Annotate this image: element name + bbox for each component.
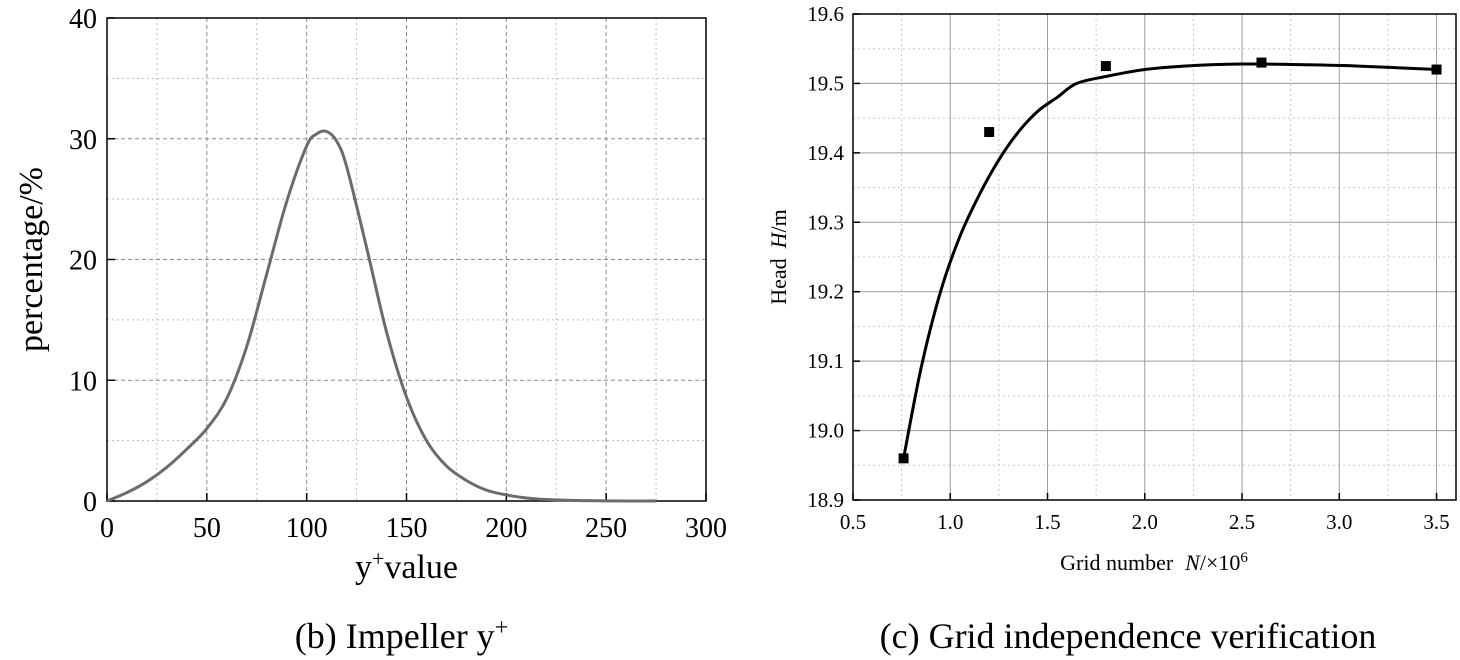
x-axis-label-prefix: y — [355, 549, 372, 586]
x-tick-label: 300 — [685, 513, 727, 544]
impeller-yplus-chart: 0 50 100 150 200 250 300 0 10 20 30 40 percentage/%… — [13, 4, 727, 656]
x-axis-label-sup: + — [372, 546, 384, 571]
y-tick-label: 40 — [69, 4, 97, 35]
x-axis-label: y+value — [355, 546, 458, 587]
x-tick-label: 0 — [100, 513, 114, 544]
y-tick-label: 19.6 — [807, 2, 844, 26]
axis-ticks — [852, 13, 1438, 501]
y-tick-label: 0 — [83, 487, 97, 518]
y-tick-label: 19.1 — [807, 349, 844, 373]
caption-sup: + — [495, 615, 509, 641]
y-tick-label: 18.9 — [807, 488, 844, 512]
y-tick-label: 19.3 — [807, 210, 844, 234]
grid-lines — [106, 17, 707, 502]
figure-caption-c: (c) Grid independence verification — [880, 616, 1377, 656]
x-axis-label-prefix: Grid number — [1060, 550, 1174, 575]
y-tick-label: 20 — [69, 246, 97, 277]
tick-labels: 0.5 1.0 1.5 2.0 2.5 3.0 3.5 18.9 19.0 19.1 19.2 19.… — [807, 2, 1449, 534]
x-tick-label: 1.0 — [937, 510, 963, 534]
x-axis-label-var: N — [1184, 550, 1201, 575]
x-tick-label: 1.5 — [1034, 510, 1060, 534]
x-tick-label: 150 — [386, 513, 428, 544]
data-point — [898, 453, 909, 464]
data-point — [1431, 64, 1442, 75]
y-tick-label: 30 — [69, 125, 97, 156]
x-axis-label-text: value — [384, 549, 458, 586]
y-axis-label-var: H — [766, 231, 791, 249]
x-tick-label: 250 — [585, 513, 627, 544]
x-tick-label: 0.5 — [840, 510, 866, 534]
x-axis-label-sup: 6 — [1240, 550, 1248, 566]
fit-curve — [902, 62, 1437, 459]
y-axis-label-prefix: Head — [766, 258, 791, 304]
y-tick-label: 19.2 — [807, 280, 844, 304]
x-tick-label: 50 — [193, 513, 221, 544]
x-tick-label: 100 — [286, 513, 328, 544]
distribution-curve — [106, 129, 657, 503]
x-tick-label: 3.5 — [1423, 510, 1449, 534]
caption-text: (b) Impeller y — [295, 616, 495, 656]
data-point — [1256, 57, 1267, 68]
y-tick-label: 19.0 — [807, 419, 844, 443]
y-tick-label: 10 — [69, 366, 97, 397]
y-tick-label: 19.4 — [807, 141, 844, 165]
data-point — [984, 127, 995, 138]
plot-frame — [852, 13, 1457, 501]
y-axis-label: percentage/% — [13, 167, 50, 352]
x-axis-label-suffix: /×10 — [1200, 550, 1241, 575]
x-tick-label: 3.0 — [1326, 510, 1352, 534]
figure-caption-b: (b) Impeller y+ — [295, 615, 508, 656]
y-axis-label-suffix: /m — [766, 209, 791, 232]
grid-independence-chart: 0.5 1.0 1.5 2.0 2.5 3.0 3.5 18.9 19.0 19.1 19.2 19.… — [766, 2, 1457, 656]
grid-lines — [852, 13, 1456, 501]
data-point — [1100, 61, 1111, 72]
data-points — [898, 57, 1442, 464]
x-axis-label: Grid number N/×106 — [1060, 550, 1248, 575]
x-tick-label: 2.0 — [1132, 510, 1158, 534]
x-tick-label: 2.5 — [1229, 510, 1255, 534]
y-tick-label: 19.5 — [807, 71, 844, 95]
x-tick-label: 200 — [485, 513, 527, 544]
tick-labels: 0 50 100 150 200 250 300 0 10 20 30 40 — [69, 4, 727, 544]
y-axis-label: Head H/m — [766, 209, 791, 305]
